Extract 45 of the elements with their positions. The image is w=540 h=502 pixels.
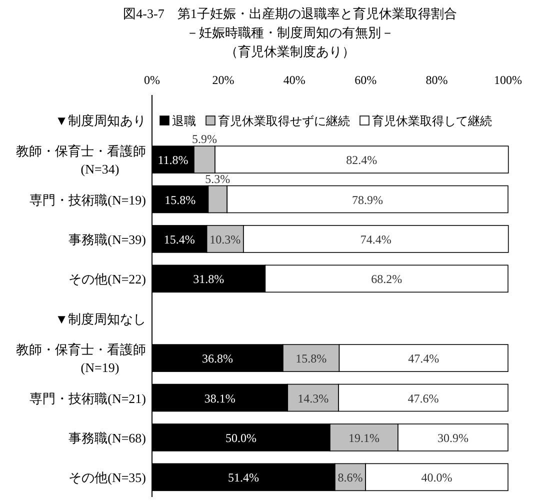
y-tick-label: ▼制度周知あり — [55, 112, 146, 128]
data-label: 51.4% — [228, 470, 259, 485]
data-label: 5.9% — [192, 132, 218, 146]
y-tick-label: 事務職(N=39) — [68, 232, 146, 247]
legend-label: 退職 — [172, 114, 196, 128]
data-label: 14.3% — [298, 391, 329, 406]
y-tick-label: ▼制度周知なし — [55, 311, 146, 326]
legend-label: 育児休業取得して継続 — [372, 114, 492, 128]
data-label: 15.4% — [164, 232, 195, 246]
y-tick-label: その他(N=35) — [68, 470, 146, 486]
data-label: 78.9% — [352, 192, 384, 207]
y-tick-label: 専門・技術職(N=19) — [30, 192, 146, 208]
x-tick-label: 40% — [283, 73, 306, 87]
y-tick-label: 教師・保育士・看護師 (N=34) — [16, 144, 146, 177]
y-tick-label: 事務職(N=68) — [68, 430, 146, 446]
data-label: 68.2% — [371, 272, 402, 286]
y-tick-label: 専門・技術職(N=21) — [30, 390, 146, 406]
text: （育児休業制度あり） — [225, 44, 355, 59]
data-label: 10.3% — [210, 232, 241, 246]
y-tick-label: 教師・保育士・看護師 (N=19) — [16, 342, 146, 376]
x-tick-label: 80% — [426, 73, 448, 87]
data-label: 50.0% — [226, 430, 256, 445]
x-tick-label: 100% — [494, 73, 522, 87]
x-tick-label: 20% — [212, 73, 234, 87]
data-label: 47.6% — [408, 391, 439, 406]
data-label: 36.8% — [202, 352, 234, 366]
data-label: 30.9% — [438, 430, 468, 445]
data-label: 40.0% — [421, 470, 452, 485]
x-tick-label: 60% — [354, 73, 377, 87]
data-label: 82.4% — [346, 153, 378, 168]
data-label: 74.4% — [360, 232, 392, 246]
data-label: 19.1% — [348, 430, 380, 445]
data-label: 15.8% — [296, 352, 327, 366]
data-label: 15.8% — [164, 192, 196, 207]
data-label: 47.4% — [408, 352, 440, 366]
data-label: 5.3% — [205, 172, 230, 186]
chart-title: 図4-3-7 第1子妊娠・出産期の退職率と育児休業取得割合 — [123, 6, 457, 21]
chart-subtitle: －妊娠時職種・制度周知の有無別－ — [186, 25, 394, 40]
legend-label: 育児休業取得せずに継続 — [218, 114, 350, 128]
data-label: 8.6% — [338, 470, 363, 485]
data-label: 11.8% — [158, 153, 188, 168]
data-label: 31.8% — [193, 272, 224, 286]
y-tick-label: その他(N=22) — [68, 272, 146, 287]
x-tick-label: 0% — [144, 73, 160, 87]
data-label: 38.1% — [204, 391, 236, 406]
